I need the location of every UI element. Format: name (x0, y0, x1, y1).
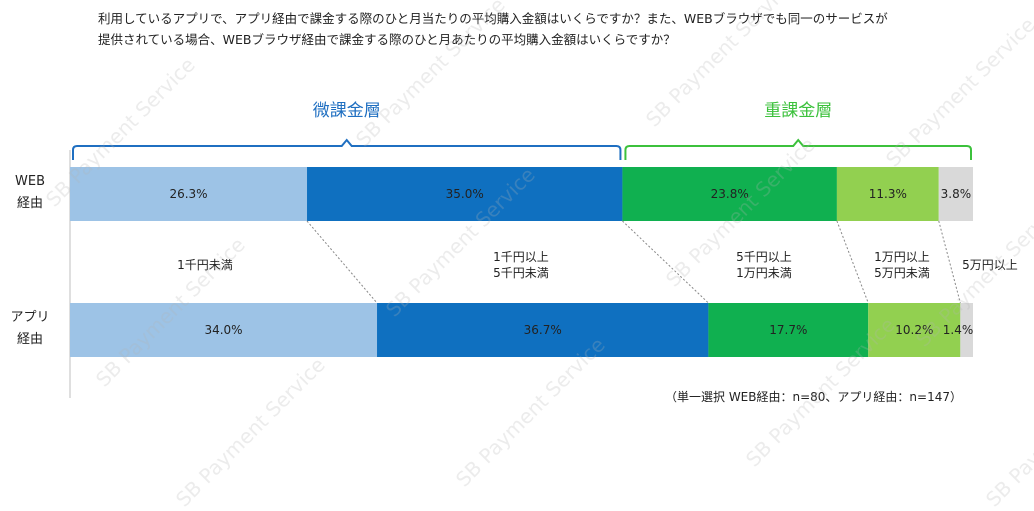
guide-line-2 (622, 220, 709, 304)
bar-segment-app-0 (70, 303, 378, 357)
bar-segment-web-4 (938, 167, 973, 221)
data-label-web-0: 26.3% (169, 187, 207, 201)
group-bracket-1 (624, 138, 972, 160)
bar-segment-web-1 (307, 167, 623, 221)
data-label-app-0: 34.0% (204, 323, 242, 337)
survey-question: 利用しているアプリで、アプリ経由で課金する際のひと月当たりの平均購入金額はいくら… (98, 8, 998, 50)
data-label-web-4: 3.8% (941, 187, 972, 201)
group-label-0: 微課金層 (313, 101, 381, 121)
category-label-1-line1: 1千円以上 (493, 250, 549, 264)
data-label-web-2: 23.8% (711, 187, 749, 201)
group-label-1: 重課金層 (764, 101, 832, 121)
data-label-web-1: 35.0% (446, 187, 484, 201)
bar-segment-app-1 (377, 303, 709, 357)
data-label-app-1: 36.7% (524, 323, 562, 337)
row-label-web-line2: 経由 (17, 196, 43, 211)
category-label-0-line1: 1千円未満 (177, 258, 233, 272)
category-label-3-line2: 5万円未満 (874, 266, 930, 280)
bar-segment-app-4 (960, 303, 973, 357)
guide-line-1 (306, 220, 378, 304)
guide-line-4 (938, 220, 961, 304)
row-label-web-line1: WEB (15, 174, 45, 189)
row-label-app-line1: アプリ (10, 310, 49, 325)
question-line-1: 利用しているアプリで、アプリ経由で課金する際のひと月当たりの平均購入金額はいくら… (98, 11, 888, 26)
category-label-2-line2: 1万円未満 (736, 266, 792, 280)
bar-segment-app-2 (708, 303, 869, 357)
sample-size-note: （単一選択 WEB経由：n=80、アプリ経由：n=147） (665, 390, 962, 404)
stacked-bar-chart: 26.3% 35.0% 23.8% 11.3% 3.8% WEB 経由 34.0% 36.7% 1… (10, 101, 1018, 398)
guide-line-3 (836, 220, 869, 304)
data-label-app-2: 17.7% (769, 323, 807, 337)
data-label-app-4: 1.4% (943, 323, 974, 337)
question-line-2: 提供されている場合、WEBブラウザ経由で課金する際のひと月あたりの平均購入金額は… (98, 32, 676, 47)
row-label-app-line2: 経由 (17, 332, 43, 347)
category-label-4-line1: 5万円以上 (962, 258, 1018, 272)
bar-segment-web-3 (836, 167, 939, 221)
bar-segment-web-2 (622, 167, 837, 221)
bar-segment-app-3 (868, 303, 961, 357)
data-label-app-3: 10.2% (895, 323, 933, 337)
category-label-2-line1: 5千円以上 (736, 250, 792, 264)
category-label-1-line2: 5千円未満 (493, 266, 549, 280)
bar-segment-web-0 (70, 167, 308, 221)
data-label-web-3: 11.3% (869, 187, 907, 201)
group-bracket-0 (72, 138, 622, 160)
category-label-3-line1: 1万円以上 (874, 250, 930, 264)
